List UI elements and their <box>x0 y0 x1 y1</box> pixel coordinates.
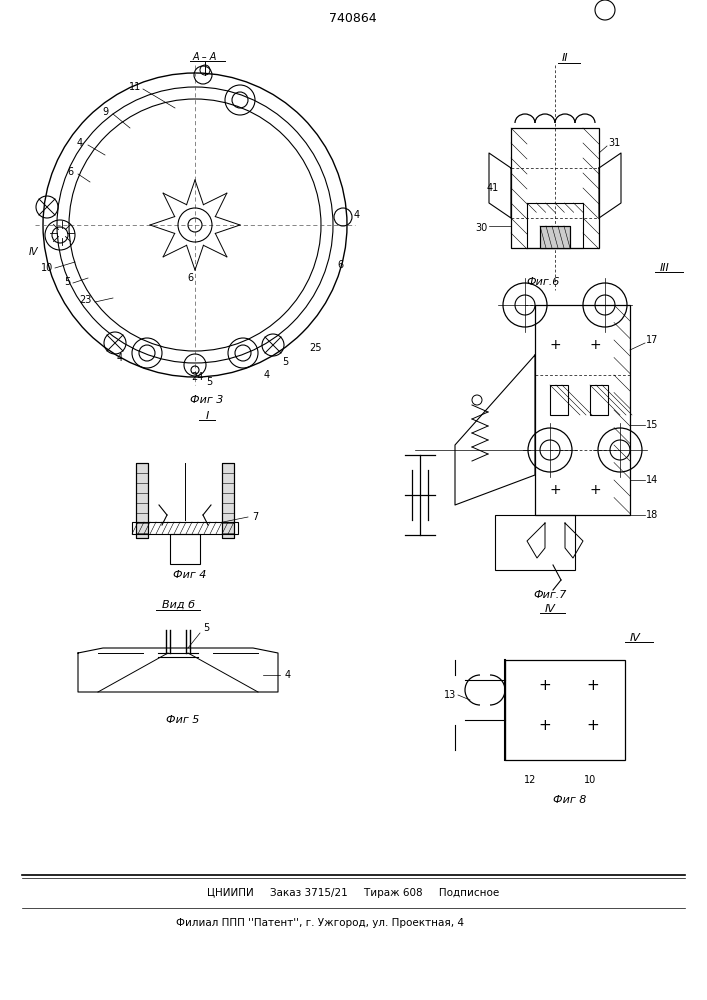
Bar <box>132 522 238 534</box>
Text: Фиг 4: Фиг 4 <box>173 570 206 580</box>
Bar <box>535 305 630 515</box>
Text: 4: 4 <box>77 138 83 148</box>
Text: 18: 18 <box>646 510 658 520</box>
Text: 11: 11 <box>129 82 141 92</box>
Text: Фиг 3: Фиг 3 <box>190 395 223 405</box>
Bar <box>170 534 200 564</box>
Text: 25: 25 <box>309 343 321 353</box>
Text: 9: 9 <box>102 107 108 117</box>
Text: +: + <box>589 338 601 352</box>
Bar <box>222 463 234 538</box>
Bar <box>540 226 570 248</box>
Text: 740864: 740864 <box>329 11 377 24</box>
Text: 41: 41 <box>487 183 499 193</box>
Text: +: + <box>539 718 551 732</box>
Text: 24: 24 <box>191 372 203 382</box>
Text: 5: 5 <box>64 277 70 287</box>
Text: +: + <box>549 483 561 497</box>
Text: 30: 30 <box>475 223 487 233</box>
Bar <box>540 226 570 248</box>
Text: 5: 5 <box>203 623 209 633</box>
Bar <box>511 128 599 248</box>
Bar <box>495 515 575 570</box>
Text: 10: 10 <box>584 775 596 785</box>
Text: Фиг 5: Фиг 5 <box>166 715 199 725</box>
Bar <box>222 463 234 538</box>
Text: ЦНИИПИ     Заказ 3715/21     Тираж 608     Подписное: ЦНИИПИ Заказ 3715/21 Тираж 608 Подписное <box>207 888 499 898</box>
Bar <box>136 463 148 538</box>
Text: 6: 6 <box>337 260 343 270</box>
Text: 5: 5 <box>206 377 212 387</box>
Text: 4: 4 <box>285 670 291 680</box>
Text: 7: 7 <box>252 512 258 522</box>
Text: Фиг.7: Фиг.7 <box>533 590 567 600</box>
Bar <box>505 660 625 760</box>
Text: 13: 13 <box>444 690 456 700</box>
Bar <box>590 385 608 415</box>
Text: 5: 5 <box>282 357 288 367</box>
Text: IV: IV <box>28 247 37 257</box>
Text: 17: 17 <box>645 335 658 345</box>
Text: Фиг.6: Фиг.6 <box>526 277 560 287</box>
Text: IV: IV <box>544 604 556 614</box>
Text: IV: IV <box>629 633 641 643</box>
Text: +: + <box>589 483 601 497</box>
Text: 6: 6 <box>187 273 193 283</box>
Text: +: + <box>539 678 551 692</box>
Bar <box>527 203 583 248</box>
Text: 10: 10 <box>41 263 53 273</box>
Text: Фиг 8: Фиг 8 <box>554 795 587 805</box>
Text: +: + <box>587 718 600 732</box>
Text: 14: 14 <box>646 475 658 485</box>
Text: А – А: А – А <box>193 52 217 62</box>
Bar <box>136 463 148 538</box>
Text: 12: 12 <box>524 775 536 785</box>
Text: 31: 31 <box>608 138 620 148</box>
Text: 4: 4 <box>117 353 123 363</box>
Text: 4: 4 <box>264 370 270 380</box>
Text: 6: 6 <box>67 167 73 177</box>
Text: I: I <box>205 411 209 421</box>
Text: 4: 4 <box>354 210 360 220</box>
Text: 23: 23 <box>78 295 91 305</box>
Text: Вид б: Вид б <box>161 600 194 610</box>
Text: II: II <box>562 53 568 63</box>
Text: +: + <box>587 678 600 692</box>
Text: III: III <box>660 263 670 273</box>
Text: +: + <box>549 338 561 352</box>
Text: Филиал ППП ''Патент'', г. Ужгород, ул. Проектная, 4: Филиал ППП ''Патент'', г. Ужгород, ул. П… <box>176 918 464 928</box>
Bar <box>550 385 568 415</box>
Text: 15: 15 <box>645 420 658 430</box>
